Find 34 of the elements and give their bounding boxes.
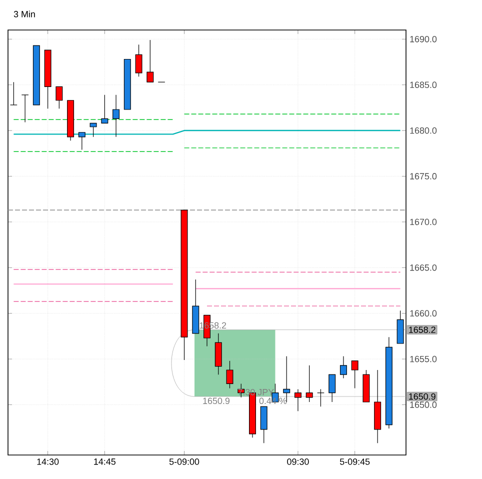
candlestick	[146, 40, 154, 82]
annotation: 1650.9	[203, 398, 230, 404]
candlestick	[112, 94, 120, 138]
candlestick	[101, 94, 108, 124]
candlestick	[56, 86, 63, 109]
candlestick	[260, 406, 268, 444]
candlestick	[135, 44, 142, 77]
candlestick	[226, 360, 234, 389]
candlestick	[328, 374, 336, 402]
ref-line-label: 1658.2	[409, 326, 436, 333]
candlestick	[351, 360, 358, 389]
x-tick-label: 5-09:00	[169, 458, 200, 465]
chart-title: 3 Min	[14, 10, 35, 18]
candlestick	[306, 365, 313, 402]
x-tick-label: 5-09:45	[340, 458, 370, 465]
y-tick-label: 1650.0	[410, 402, 437, 408]
y-tick-label: 1685.0	[410, 82, 437, 88]
x-tick-label: 14:30	[37, 458, 59, 465]
ref-line-label: 1650.9	[409, 393, 436, 400]
y-tick-label: 1655.0	[410, 356, 437, 362]
y-tick-label: 1660.0	[410, 310, 437, 317]
y-tick-label: 1675.0	[410, 173, 437, 180]
x-tick-label: 09:30	[287, 458, 309, 465]
candlestick	[340, 356, 347, 379]
candlestick	[90, 122, 97, 138]
candlestick	[396, 310, 404, 344]
y-tick-label: 1670.0	[410, 218, 437, 226]
y-tick-label: 1665.0	[410, 264, 437, 271]
y-tick-label: 1680.0	[410, 127, 437, 134]
x-tick-label: 14:45	[94, 458, 116, 465]
candlestick	[214, 333, 222, 375]
candlestick	[78, 132, 86, 150]
y-tick-label: 1690.0	[410, 36, 437, 42]
candlestick	[294, 388, 302, 412]
